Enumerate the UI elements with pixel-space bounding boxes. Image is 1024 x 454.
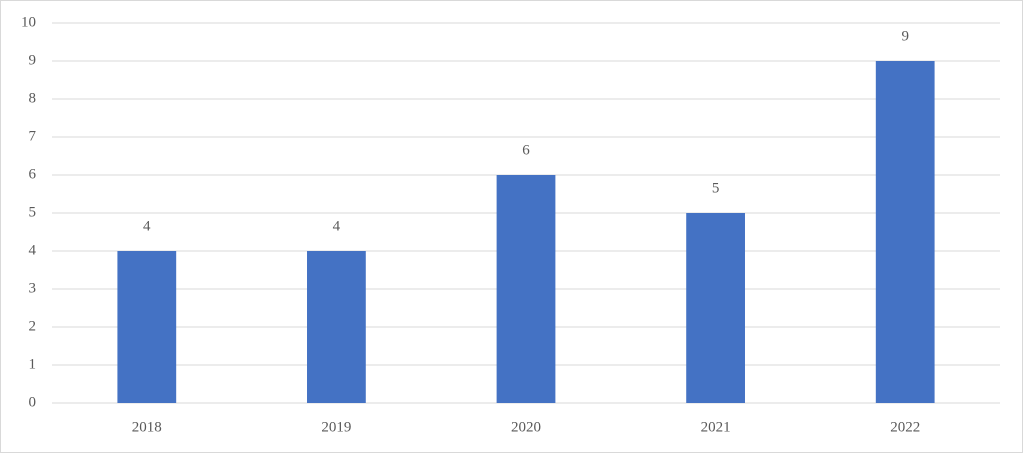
y-tick-label: 0 (29, 394, 37, 410)
x-tick-label: 2021 (701, 419, 731, 435)
y-tick-label: 5 (29, 204, 37, 220)
data-label: 5 (712, 180, 720, 196)
y-tick-label: 2 (29, 318, 37, 334)
data-label: 9 (901, 28, 909, 44)
y-tick-label: 6 (29, 166, 37, 182)
y-tick-label: 4 (29, 242, 37, 258)
bar (875, 61, 935, 403)
x-tick-label: 2022 (890, 419, 920, 435)
data-label: 6 (522, 142, 530, 158)
bar (496, 175, 556, 403)
y-tick-label: 10 (21, 14, 36, 30)
y-tick-label: 7 (29, 128, 37, 144)
y-tick-label: 3 (29, 280, 37, 296)
data-label: 4 (333, 218, 341, 234)
x-tick-label: 2018 (132, 419, 162, 435)
x-tick-label: 2020 (511, 419, 541, 435)
bar (117, 251, 177, 403)
y-tick-label: 8 (29, 90, 37, 106)
bar (686, 213, 745, 403)
data-label: 4 (143, 218, 151, 234)
y-tick-label: 9 (29, 52, 37, 68)
x-tick-label: 2019 (321, 419, 351, 435)
y-tick-label: 1 (29, 356, 37, 372)
bar (307, 251, 366, 403)
